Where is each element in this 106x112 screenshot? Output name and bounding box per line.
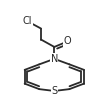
Text: S: S — [51, 86, 57, 96]
Text: O: O — [64, 36, 71, 46]
Text: Cl: Cl — [23, 16, 32, 26]
Text: N: N — [51, 54, 58, 64]
